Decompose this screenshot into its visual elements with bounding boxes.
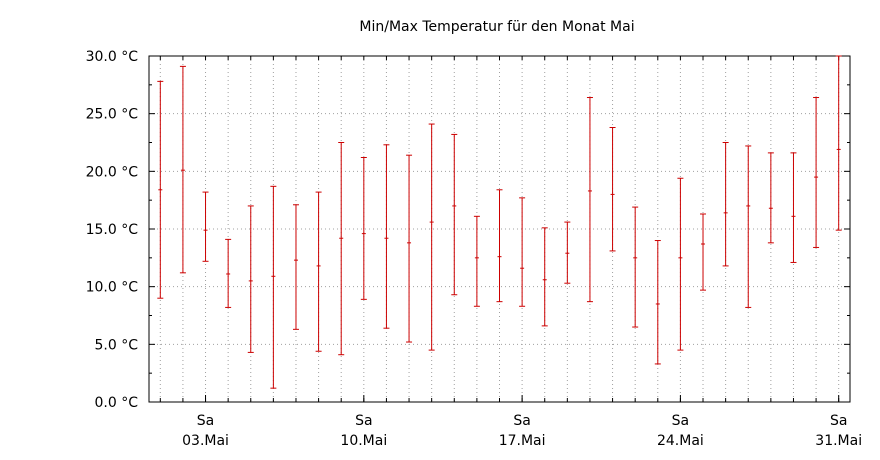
- error-bar-day-17: [519, 197, 526, 307]
- error-bars: [157, 55, 842, 389]
- error-bar-day-12: [406, 154, 413, 343]
- error-bar-day-13: [428, 123, 435, 351]
- error-bar-day-23: [654, 240, 661, 365]
- error-bar-day-4: [225, 238, 232, 308]
- error-bar-day-6: [270, 185, 277, 389]
- error-bar-day-26: [722, 142, 729, 267]
- error-bar-day-25: [700, 213, 707, 291]
- y-axis: 0.0 °C 5.0 °C 10.0 °C 15.0 °C 20.0 °C 25.0 °C…: [86, 49, 850, 411]
- y-tick-label: 30.0 °C: [86, 49, 139, 65]
- x-tick-date: 03.Mai: [182, 433, 229, 449]
- error-bar-day-15: [473, 215, 480, 307]
- error-bar-day-29: [790, 152, 797, 263]
- x-tick-date: 10.Mai: [340, 433, 387, 449]
- x-tick-date: 17.Mai: [499, 433, 546, 449]
- error-bar-day-28: [767, 152, 774, 244]
- y-tick-label: 20.0 °C: [86, 164, 139, 180]
- y-tick-label: 0.0 °C: [95, 395, 139, 411]
- error-bar-day-14: [451, 133, 458, 296]
- x-tick-weekday: Sa: [355, 413, 372, 429]
- x-tick-date: 24.Mai: [657, 433, 704, 449]
- y-tick-label: 25.0 °C: [86, 107, 139, 123]
- error-bar-day-2: [179, 65, 186, 274]
- y-tick-label: 15.0 °C: [86, 222, 139, 238]
- error-bar-day-16: [496, 189, 503, 303]
- error-bar-day-10: [360, 156, 367, 300]
- error-bar-day-18: [541, 227, 548, 327]
- error-bar-day-27: [745, 145, 752, 308]
- error-bar-day-7: [292, 204, 299, 330]
- error-bar-day-30: [813, 97, 820, 248]
- chart-title: Min/Max Temperatur für den Monat Mai: [359, 19, 634, 35]
- error-bar-day-11: [383, 144, 390, 329]
- error-bar-day-24: [677, 177, 684, 351]
- error-bar-day-20: [586, 97, 593, 303]
- x-axis: Sa 03.Mai Sa 10.Mai Sa 17.Mai Sa 24.Mai Sa 31.Mai: [182, 395, 862, 449]
- error-bar-day-1: [157, 80, 164, 299]
- error-bar-day-21: [609, 127, 616, 252]
- error-bar-day-19: [564, 221, 571, 284]
- error-bar-day-5: [247, 205, 254, 353]
- y-tick-label: 5.0 °C: [95, 337, 139, 353]
- error-bar-day-8: [315, 191, 322, 352]
- x-tick-weekday: Sa: [513, 413, 530, 429]
- y-tick-label: 10.0 °C: [86, 280, 139, 296]
- x-tick-weekday: Sa: [672, 413, 689, 429]
- x-tick-weekday: Sa: [830, 413, 847, 429]
- x-tick-date: 31.Mai: [815, 433, 862, 449]
- error-bar-day-31: [835, 55, 842, 231]
- error-bar-day-3: [202, 191, 209, 262]
- error-bar-day-22: [632, 206, 639, 328]
- x-tick-weekday: Sa: [197, 413, 214, 429]
- error-bar-day-9: [338, 142, 345, 356]
